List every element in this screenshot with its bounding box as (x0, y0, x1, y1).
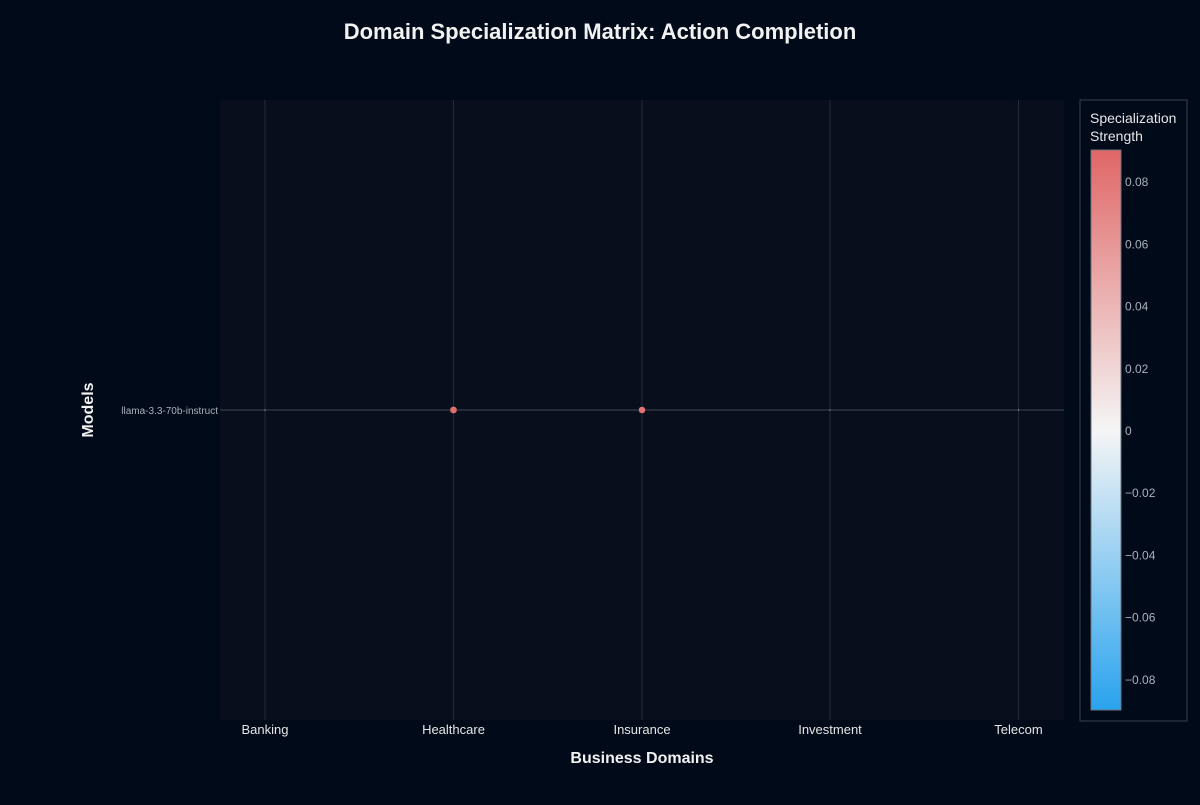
data-points (263, 406, 1020, 414)
x-tick-healthcare: Healthcare (422, 722, 485, 737)
colorbar-tick: 0.04 (1125, 300, 1149, 314)
chart-title: Domain Specialization Matrix: Action Com… (344, 19, 857, 44)
point-banking (263, 408, 267, 412)
x-tick-investment: Investment (798, 722, 862, 737)
point-investment (828, 408, 832, 412)
point-insurance (638, 406, 646, 414)
x-tick-labels: Banking Healthcare Insurance Investment Tele… (242, 722, 1043, 737)
x-axis-title: Business Domains (570, 750, 713, 767)
colorbar-tick: −0.04 (1125, 548, 1156, 562)
colorbar-tick: 0.02 (1125, 362, 1149, 376)
y-tick-model: llama-3.3-70b-instruct (121, 406, 218, 417)
colorbar: Specialization Strength 0.08 0.06 0.04 0.02… (1079, 99, 1188, 722)
colorbar-tick: 0.06 (1125, 237, 1149, 251)
point-healthcare (449, 406, 458, 414)
colorbar-title: Specialization Strength (1090, 110, 1180, 144)
colorbar-title-line-2: Strength (1090, 128, 1143, 144)
colorbar-tick: −0.08 (1125, 673, 1156, 687)
x-tick-telecom: Telecom (994, 722, 1042, 737)
colorbar-tick: 0.08 (1125, 175, 1149, 189)
colorbar-gradient (1090, 149, 1122, 711)
x-tick-insurance: Insurance (613, 722, 670, 737)
y-tick-labels: llama-3.3-70b-instruct (121, 406, 218, 417)
colorbar-title-line-1: Specialization (1090, 110, 1176, 126)
point-telecom (1017, 408, 1020, 412)
y-axis-title: Models (80, 382, 97, 437)
colorbar-tick: −0.06 (1125, 611, 1156, 625)
colorbar-tick: 0 (1125, 424, 1132, 438)
colorbar-tick-labels: 0.08 0.06 0.04 0.02 0 −0.02 −0.04 −0.06 −0.08 (1125, 175, 1156, 687)
x-tick-banking: Banking (242, 722, 289, 737)
colorbar-tick: −0.02 (1125, 486, 1156, 500)
colorbar-frame (1079, 99, 1188, 722)
